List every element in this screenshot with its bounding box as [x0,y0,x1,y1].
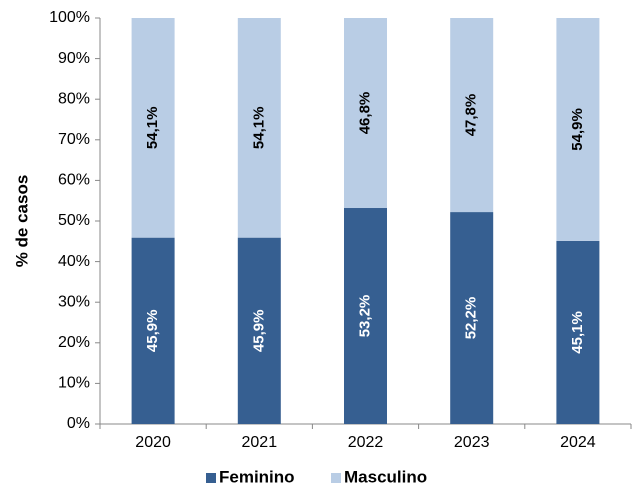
x-tick-label: 2022 [348,434,384,451]
legend-item-feminino: Feminino [206,467,295,486]
legend: Feminino Masculino [206,467,427,486]
legend-label: Feminino [219,467,295,486]
y-tick-label: 80% [58,90,90,107]
data-label-feminino-2022: 53,2% [356,295,373,338]
bar-masculino-2022 [344,18,387,209]
bar-masculino-2024 [556,18,600,241]
bar-feminino-2024 [556,240,600,424]
y-tick-label: 100% [49,9,90,26]
x-tick-label: 2023 [454,434,490,451]
data-label-feminino-2020: 45,9% [144,310,161,353]
legend-item-masculino: Masculino [331,467,427,486]
y-tick-label: 60% [58,172,90,189]
legend-swatch [331,473,341,483]
legend-swatch [206,473,216,483]
y-tick-label: 10% [58,375,90,392]
data-label-feminino-2023: 52,2% [463,297,480,340]
bar-feminino-2022 [344,208,387,424]
y-tick-label: 70% [58,131,90,148]
legend-label: Masculino [344,467,427,486]
bars [131,18,600,424]
y-tick-label: 40% [58,253,90,270]
data-label-masculino-2023: 47,8% [463,94,480,137]
bar-feminino-2020 [131,237,175,424]
y-axis-title: % de casos [12,175,31,268]
x-axis: 2020 2021 2022 2023 2024 [99,423,632,451]
y-tick-label: 90% [58,50,90,67]
bar-feminino-2023 [450,212,494,424]
bar-masculino-2020 [131,18,175,238]
bar-feminino-2021 [237,237,281,424]
y-axis: 0% 10% 20% 30% 40% 50% 60% 70% 80% 90% 100% [49,9,101,432]
data-label-masculino-2022: 46,8% [356,92,373,135]
data-labels: 45,9% 54,1% 45,9% 54,1% 53,2% 46,8% 52,2% 47,8%… [144,92,586,354]
x-tick-label: 2021 [242,434,278,451]
bar-masculino-2021 [237,18,281,238]
bar-masculino-2023 [450,18,494,213]
y-tick-label: 0% [67,415,90,432]
data-label-masculino-2021: 54,1% [250,107,267,150]
data-label-masculino-2020: 54,1% [144,107,161,150]
y-tick-label: 50% [58,212,90,229]
x-tick-label: 2020 [135,434,171,451]
y-tick-label: 30% [58,293,90,310]
x-tick-label: 2024 [560,434,596,451]
y-tick-label: 20% [58,334,90,351]
data-label-feminino-2024: 45,1% [569,311,586,354]
data-label-masculino-2024: 54,9% [569,108,586,151]
data-label-feminino-2021: 45,9% [250,310,267,353]
